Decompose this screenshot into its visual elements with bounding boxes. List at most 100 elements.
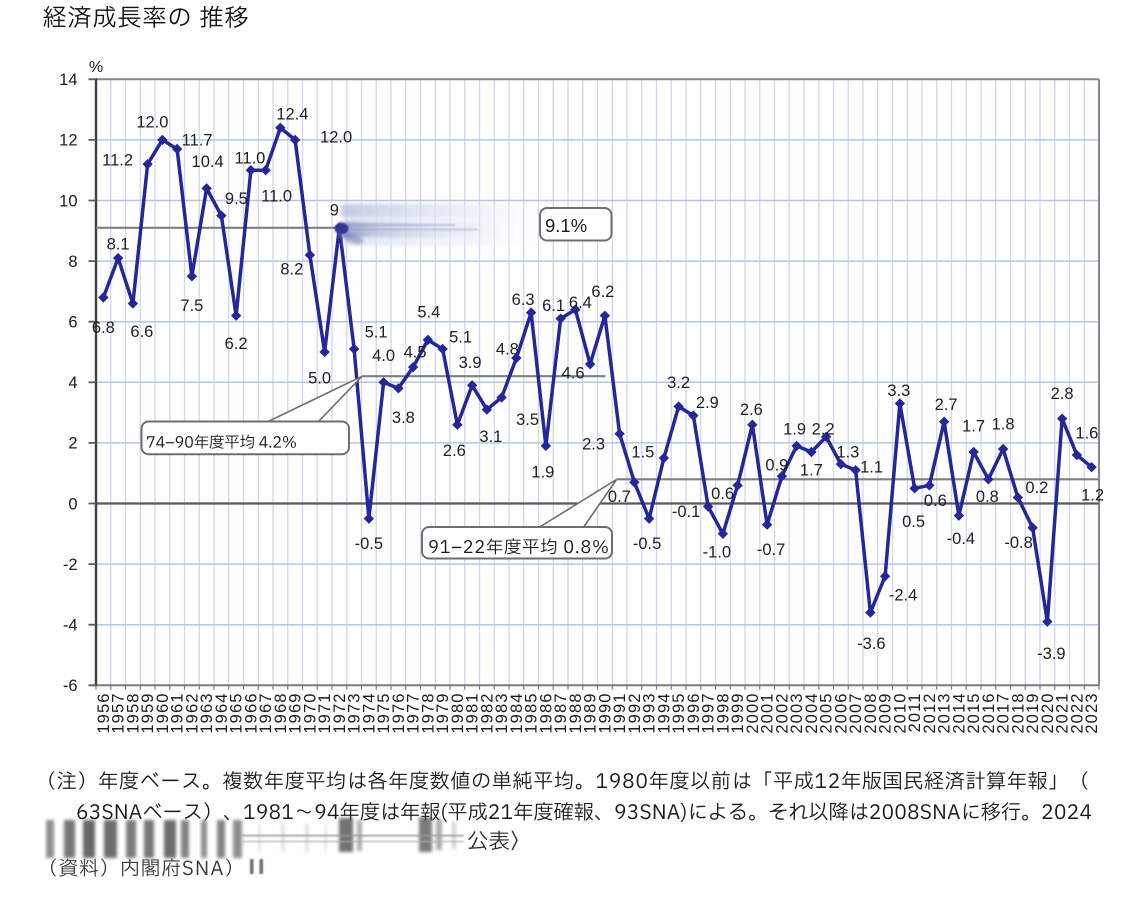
svg-text:1990: 1990	[596, 693, 614, 734]
svg-text:0.8: 0.8	[976, 488, 999, 506]
svg-text:1968: 1968	[272, 693, 290, 734]
svg-text:1.5: 1.5	[631, 444, 654, 462]
svg-text:1971: 1971	[316, 693, 334, 734]
svg-text:9: 9	[330, 201, 339, 219]
svg-text:1.6: 1.6	[1075, 425, 1098, 443]
svg-text:1985: 1985	[523, 693, 541, 734]
svg-text:4: 4	[68, 374, 77, 392]
svg-text:1964: 1964	[213, 693, 231, 734]
svg-text:6.2: 6.2	[225, 335, 248, 353]
svg-text:2.9: 2.9	[696, 394, 719, 412]
svg-text:1961: 1961	[169, 693, 187, 734]
svg-text:1965: 1965	[228, 693, 246, 734]
svg-text:2019: 2019	[1024, 693, 1042, 734]
svg-text:-1.0: -1.0	[703, 543, 731, 561]
svg-text:1980: 1980	[449, 693, 467, 734]
svg-text:1986: 1986	[537, 693, 555, 734]
svg-text:1.8: 1.8	[992, 416, 1015, 434]
svg-text:1983: 1983	[493, 693, 511, 734]
svg-text:4.8: 4.8	[496, 341, 519, 359]
svg-text:12: 12	[59, 132, 77, 150]
svg-text:2.6: 2.6	[740, 401, 763, 419]
svg-text:0: 0	[68, 495, 77, 513]
svg-text:1957: 1957	[110, 693, 128, 734]
svg-text:3.8: 3.8	[392, 409, 415, 427]
svg-text:6.3: 6.3	[512, 291, 535, 309]
svg-text:-2: -2	[63, 556, 78, 574]
svg-text:1.9: 1.9	[531, 463, 554, 481]
svg-text:%: %	[89, 59, 103, 76]
svg-text:1977: 1977	[405, 693, 423, 734]
svg-text:1959: 1959	[139, 693, 157, 734]
svg-text:2.6: 2.6	[443, 442, 466, 460]
svg-text:14: 14	[59, 71, 77, 89]
svg-text:-4: -4	[63, 617, 78, 635]
svg-text:1978: 1978	[419, 693, 437, 734]
svg-text:1996: 1996	[685, 693, 703, 734]
svg-text:2.3: 2.3	[582, 435, 605, 453]
svg-text:8.1: 8.1	[107, 236, 130, 254]
svg-text:1989: 1989	[582, 693, 600, 734]
svg-text:1.9: 1.9	[783, 420, 806, 438]
svg-text:9.5: 9.5	[225, 190, 248, 208]
svg-text:5.4: 5.4	[417, 303, 440, 321]
svg-text:1956: 1956	[95, 693, 113, 734]
svg-text:-3.6: -3.6	[857, 635, 885, 653]
svg-text:3.9: 3.9	[459, 354, 482, 372]
svg-text:10.4: 10.4	[192, 153, 224, 171]
svg-text:2004: 2004	[803, 693, 821, 734]
svg-text:2005: 2005	[818, 693, 836, 734]
svg-text:6.6: 6.6	[130, 323, 153, 341]
svg-text:7.5: 7.5	[180, 297, 203, 315]
svg-text:2002: 2002	[773, 693, 791, 734]
svg-text:2001: 2001	[759, 693, 777, 734]
svg-text:-3.9: -3.9	[1037, 645, 1065, 663]
svg-text:2000: 2000	[744, 693, 762, 734]
svg-text:2003: 2003	[788, 693, 806, 734]
svg-text:-0.4: -0.4	[947, 530, 975, 548]
svg-text:-6: -6	[63, 677, 78, 695]
svg-text:-0.1: -0.1	[672, 503, 700, 521]
svg-text:1979: 1979	[434, 693, 452, 734]
svg-text:6.8: 6.8	[92, 319, 115, 337]
svg-text:2009: 2009	[877, 693, 895, 734]
svg-text:4.6: 4.6	[562, 365, 585, 383]
svg-text:1963: 1963	[198, 693, 216, 734]
svg-text:3.1: 3.1	[479, 428, 502, 446]
svg-text:2021: 2021	[1054, 693, 1072, 734]
svg-text:1972: 1972	[331, 693, 349, 734]
svg-text:1994: 1994	[655, 693, 673, 734]
svg-text:4.5: 4.5	[404, 344, 427, 362]
svg-text:1982: 1982	[478, 693, 496, 734]
svg-text:1984: 1984	[508, 693, 526, 734]
svg-text:1974: 1974	[360, 693, 378, 734]
svg-text:11.2: 11.2	[102, 152, 133, 170]
svg-text:1976: 1976	[390, 693, 408, 734]
svg-text:2010: 2010	[891, 693, 909, 734]
svg-text:1958: 1958	[124, 693, 142, 734]
svg-text:1967: 1967	[257, 693, 275, 734]
svg-text:1981: 1981	[464, 693, 482, 734]
svg-text:1988: 1988	[567, 693, 585, 734]
svg-text:0.6: 0.6	[924, 492, 947, 510]
svg-text:1973: 1973	[346, 693, 364, 734]
svg-text:0.2: 0.2	[1025, 479, 1048, 497]
svg-text:1.2: 1.2	[1081, 487, 1104, 505]
svg-text:1997: 1997	[700, 693, 718, 734]
svg-text:1992: 1992	[626, 693, 644, 734]
svg-text:6.4: 6.4	[569, 294, 592, 312]
svg-text:1962: 1962	[183, 693, 201, 734]
svg-text:1.7: 1.7	[962, 418, 985, 436]
svg-text:11.0: 11.0	[234, 150, 265, 168]
svg-text:1975: 1975	[375, 693, 393, 734]
svg-text:1999: 1999	[729, 693, 747, 734]
svg-text:-0.5: -0.5	[633, 535, 661, 553]
svg-text:11.7: 11.7	[182, 132, 213, 150]
svg-text:3.5: 3.5	[516, 411, 539, 429]
svg-text:2006: 2006	[832, 693, 850, 734]
svg-text:1995: 1995	[670, 693, 688, 734]
svg-text:1970: 1970	[301, 693, 319, 734]
svg-text:2015: 2015	[965, 693, 983, 734]
svg-text:2014: 2014	[950, 693, 968, 734]
svg-text:1998: 1998	[714, 693, 732, 734]
